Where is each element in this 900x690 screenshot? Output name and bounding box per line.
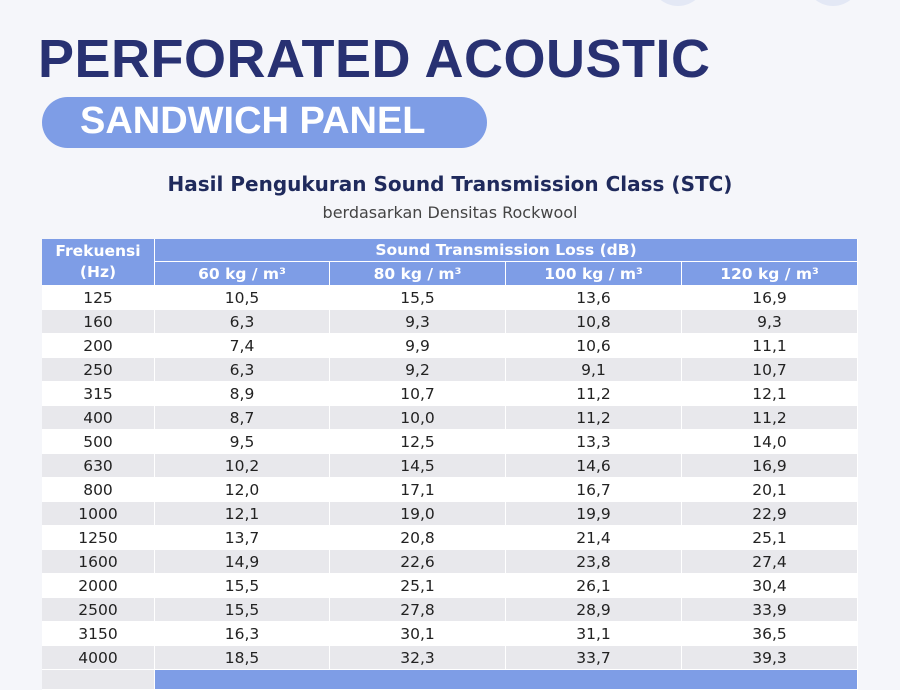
table-cell: 27,4	[682, 550, 858, 574]
table-cell: 15,5	[155, 574, 330, 598]
table-cell: 31,1	[506, 622, 682, 646]
table: Frekuensi (Hz) Sound Transmission Loss (dB…	[42, 239, 858, 690]
column-header: 120 kg / m³	[682, 262, 858, 286]
freq-cell: 1000	[42, 502, 155, 526]
table-cell: 18,5	[155, 646, 330, 670]
table-cell: 39,3	[682, 646, 858, 670]
table-cell: 12,0	[155, 478, 330, 502]
freq-cell: 500	[42, 430, 155, 454]
table-cell: 33,7	[506, 646, 682, 670]
table-cell: 10,5	[155, 286, 330, 310]
table-cell: 16,3	[155, 622, 330, 646]
table-cell: 19,0	[330, 502, 506, 526]
badge-pill	[42, 97, 487, 148]
table-cell: 20,8	[330, 526, 506, 550]
page: PERFORATED ACOUSTIC SANDWICH PANEL Hasil…	[38, 0, 861, 690]
freq-header: Frekuensi (Hz)	[42, 239, 155, 286]
table-cell: 17,1	[330, 478, 506, 502]
table-cell: 14,6	[506, 454, 682, 478]
column-header: 60 kg / m³	[155, 262, 330, 286]
freq-cell: 800	[42, 478, 155, 502]
table-subtitle: berdasarkan Densitas Rockwool	[322, 203, 578, 222]
freq-cell: 200	[42, 334, 155, 358]
table-cell: 14,0	[682, 430, 858, 454]
table-cell: 20,1	[682, 478, 858, 502]
summary-band	[42, 670, 155, 690]
table-cell: 12,5	[330, 430, 506, 454]
table-cell: 13,3	[506, 430, 682, 454]
freq-cell: 4000	[42, 646, 155, 670]
table-cell: 33,9	[682, 598, 858, 622]
table-cell: 9,1	[506, 358, 682, 382]
freq-cell: 1600	[42, 550, 155, 574]
table-cell: 8,7	[155, 406, 330, 430]
table-cell: 16,9	[682, 286, 858, 310]
table-cell: 15,5	[330, 286, 506, 310]
table-cell: 10,0	[330, 406, 506, 430]
table-cell: 8,9	[155, 382, 330, 406]
table-cell: 6,3	[155, 310, 330, 334]
decor-circle	[805, 0, 861, 6]
table-cell: 16,7	[506, 478, 682, 502]
table-title: Hasil Pengukuran Sound Transmission Clas…	[167, 172, 733, 196]
freq-cell: 400	[42, 406, 155, 430]
freq-cell: 2000	[42, 574, 155, 598]
freq-cell: 315	[42, 382, 155, 406]
table-cell: 22,9	[682, 502, 858, 526]
freq-cell: 160	[42, 310, 155, 334]
table-cell: 13,6	[506, 286, 682, 310]
table-cell: 10,2	[155, 454, 330, 478]
table-cell: 36,5	[682, 622, 858, 646]
table-cell: 11,2	[506, 406, 682, 430]
table-cell: 12,1	[155, 502, 330, 526]
freq-cell: 3150	[42, 622, 155, 646]
freq-header-line: (Hz)	[79, 263, 117, 281]
table-cell: 30,1	[330, 622, 506, 646]
freq-cell: 125	[42, 286, 155, 310]
table-cell: 9,5	[155, 430, 330, 454]
title: PERFORATED ACOUSTIC	[38, 29, 711, 89]
table-cell: 15,5	[155, 598, 330, 622]
table-cell: 10,7	[682, 358, 858, 382]
group-header: Sound Transmission Loss (dB)	[155, 239, 858, 262]
table-cell: 7,4	[155, 334, 330, 358]
freq-cell: 1250	[42, 526, 155, 550]
freq-cell: 2500	[42, 598, 155, 622]
table-cell: 25,1	[682, 526, 858, 550]
table-cell: 6,3	[155, 358, 330, 382]
freq-cell: 630	[42, 454, 155, 478]
table-cell: 9,9	[330, 334, 506, 358]
table-cell: 11,2	[682, 406, 858, 430]
table-cell: 30,4	[682, 574, 858, 598]
table-cell: 21,4	[506, 526, 682, 550]
table-cell: 19,9	[506, 502, 682, 526]
table-cell: 26,1	[506, 574, 682, 598]
table-cell: 9,3	[330, 310, 506, 334]
table-cell: 25,1	[330, 574, 506, 598]
table-cell: 12,1	[682, 382, 858, 406]
freq-cell: 250	[42, 358, 155, 382]
table-cell: 28,9	[506, 598, 682, 622]
table-cell: 9,3	[682, 310, 858, 334]
table-cell: 11,1	[682, 334, 858, 358]
table-cell: 32,3	[330, 646, 506, 670]
table-cell: 13,7	[155, 526, 330, 550]
table-cell: 27,8	[330, 598, 506, 622]
table-cell: 22,6	[330, 550, 506, 574]
badge-text: SANDWICH PANEL	[80, 100, 426, 142]
table-cell: 11,2	[506, 382, 682, 406]
table-cell: 16,9	[682, 454, 858, 478]
freq-header-line: Frekuensi	[55, 242, 141, 260]
summary-band	[155, 670, 858, 690]
table-cell: 9,2	[330, 358, 506, 382]
table-cell: 10,6	[506, 334, 682, 358]
column-header: 100 kg / m³	[506, 262, 682, 286]
table-cell: 10,7	[330, 382, 506, 406]
table-cell: 10,8	[506, 310, 682, 334]
table-cell: 14,9	[155, 550, 330, 574]
column-header: 80 kg / m³	[330, 262, 506, 286]
table-cell: 23,8	[506, 550, 682, 574]
decor-circle	[650, 0, 706, 6]
table-cell: 14,5	[330, 454, 506, 478]
